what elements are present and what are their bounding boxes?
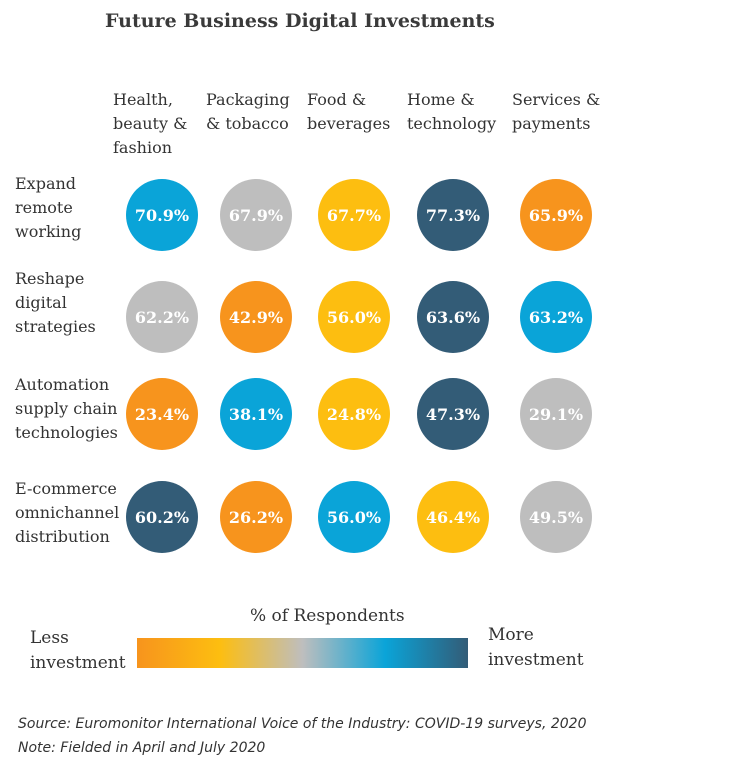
- data-bubble: 63.2%: [520, 281, 592, 353]
- column-header: Health, beauty & fashion: [113, 88, 213, 160]
- legend-high-line: investment: [488, 650, 584, 670]
- row-header-line: working: [15, 222, 82, 241]
- legend-high-label: More investment: [488, 623, 584, 673]
- column-header-line: & tobacco: [206, 114, 289, 133]
- row-header-line: Reshape: [15, 269, 85, 288]
- column-header-line: Food &: [307, 90, 367, 109]
- row-header-line: digital: [15, 293, 67, 312]
- legend-low-line: investment: [30, 653, 126, 673]
- data-bubble: 63.6%: [417, 281, 489, 353]
- chart-title: Future Business Digital Investments: [105, 10, 495, 32]
- row-header-line: Automation: [15, 375, 110, 394]
- data-bubble: 46.4%: [417, 481, 489, 553]
- data-bubble: 56.0%: [318, 481, 390, 553]
- column-header: Home & technology: [407, 88, 507, 136]
- source-note: Source: Euromonitor International Voice …: [18, 716, 587, 732]
- data-bubble: 62.2%: [126, 281, 198, 353]
- row-header-line: supply chain: [15, 399, 118, 418]
- data-bubble: 26.2%: [220, 481, 292, 553]
- row-header: Automation supply chain technologies: [15, 373, 130, 445]
- data-bubble: 49.5%: [520, 481, 592, 553]
- column-header-line: beauty &: [113, 114, 188, 133]
- row-header: E-commerce omnichannel distribution: [15, 477, 130, 549]
- data-bubble: 70.9%: [126, 179, 198, 251]
- data-bubble: 24.8%: [318, 378, 390, 450]
- row-header-line: Expand: [15, 174, 77, 193]
- column-header-line: fashion: [113, 138, 173, 157]
- row-header: Reshape digital strategies: [15, 267, 130, 339]
- row-header: Expand remote working: [15, 172, 130, 244]
- legend-low-line: Less: [30, 628, 69, 648]
- column-header: Food & beverages: [307, 88, 407, 136]
- row-header-line: omnichannel: [15, 503, 120, 522]
- data-bubble: 38.1%: [220, 378, 292, 450]
- row-header-line: remote: [15, 198, 73, 217]
- data-bubble: 56.0%: [318, 281, 390, 353]
- row-header-line: technologies: [15, 423, 118, 442]
- legend-title: % of Respondents: [250, 606, 405, 626]
- column-header-line: Health,: [113, 90, 173, 109]
- column-header: Packaging & tobacco: [206, 88, 306, 136]
- column-header-line: technology: [407, 114, 497, 133]
- data-bubble: 47.3%: [417, 378, 489, 450]
- data-bubble: 77.3%: [417, 179, 489, 251]
- column-header-line: Home &: [407, 90, 475, 109]
- legend-high-line: More: [488, 625, 534, 645]
- data-bubble: 65.9%: [520, 179, 592, 251]
- row-header-line: E-commerce: [15, 479, 117, 498]
- row-header-line: strategies: [15, 317, 96, 336]
- column-header-line: payments: [512, 114, 591, 133]
- column-header-line: beverages: [307, 114, 391, 133]
- data-bubble: 23.4%: [126, 378, 198, 450]
- legend-low-label: Less investment: [30, 626, 126, 676]
- data-bubble: 60.2%: [126, 481, 198, 553]
- data-bubble: 67.9%: [220, 179, 292, 251]
- data-bubble: 29.1%: [520, 378, 592, 450]
- row-header-line: distribution: [15, 527, 110, 546]
- legend-gradient-bar: [137, 638, 468, 668]
- column-header-line: Services &: [512, 90, 601, 109]
- data-bubble: 67.7%: [318, 179, 390, 251]
- data-bubble: 42.9%: [220, 281, 292, 353]
- column-header: Services & payments: [512, 88, 612, 136]
- fielded-note: Note: Fielded in April and July 2020: [18, 740, 266, 756]
- column-header-line: Packaging: [206, 90, 290, 109]
